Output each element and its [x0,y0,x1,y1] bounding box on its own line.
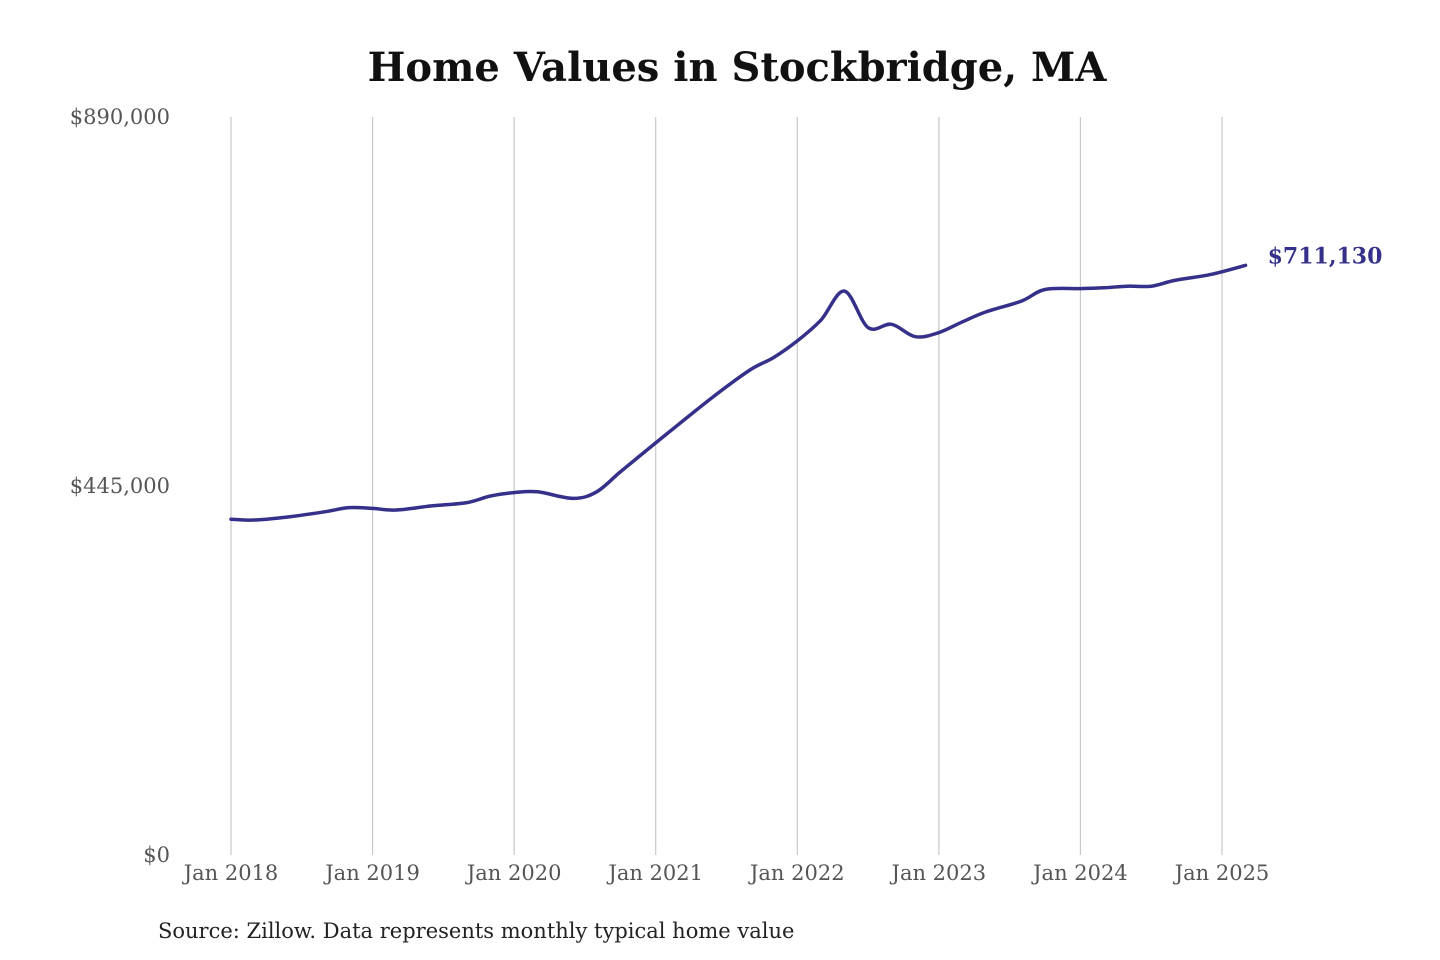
x-tick-label-1: Jan 2019 [323,861,420,885]
y-axis-ticks: $0 $445,000 $890,000 [70,105,170,867]
grid-lines [230,117,1223,855]
x-tick-label-0: Jan 2018 [182,861,279,885]
y-tick-label-1: $445,000 [70,474,170,498]
chart-title: Home Values in Stockbridge, MA [368,44,1108,91]
x-tick-label-2: Jan 2020 [465,861,562,885]
x-tick-label-3: Jan 2021 [606,861,703,885]
x-tick-label-6: Jan 2024 [1031,861,1128,885]
series-line [229,263,1248,522]
x-axis-ticks: Jan 2018 Jan 2019 Jan 2020 Jan 2021 Jan 2022… [182,861,1270,885]
end-value-label: $711,130 [1268,243,1383,269]
x-tick-label-4: Jan 2022 [748,861,845,885]
y-tick-label-2: $890,000 [70,105,170,129]
y-tick-label-0: $0 [143,843,170,867]
x-tick-label-7: Jan 2025 [1173,861,1270,885]
x-tick-label-5: Jan 2023 [890,861,987,885]
source-note: Source: Zillow. Data represents monthly … [158,919,794,943]
